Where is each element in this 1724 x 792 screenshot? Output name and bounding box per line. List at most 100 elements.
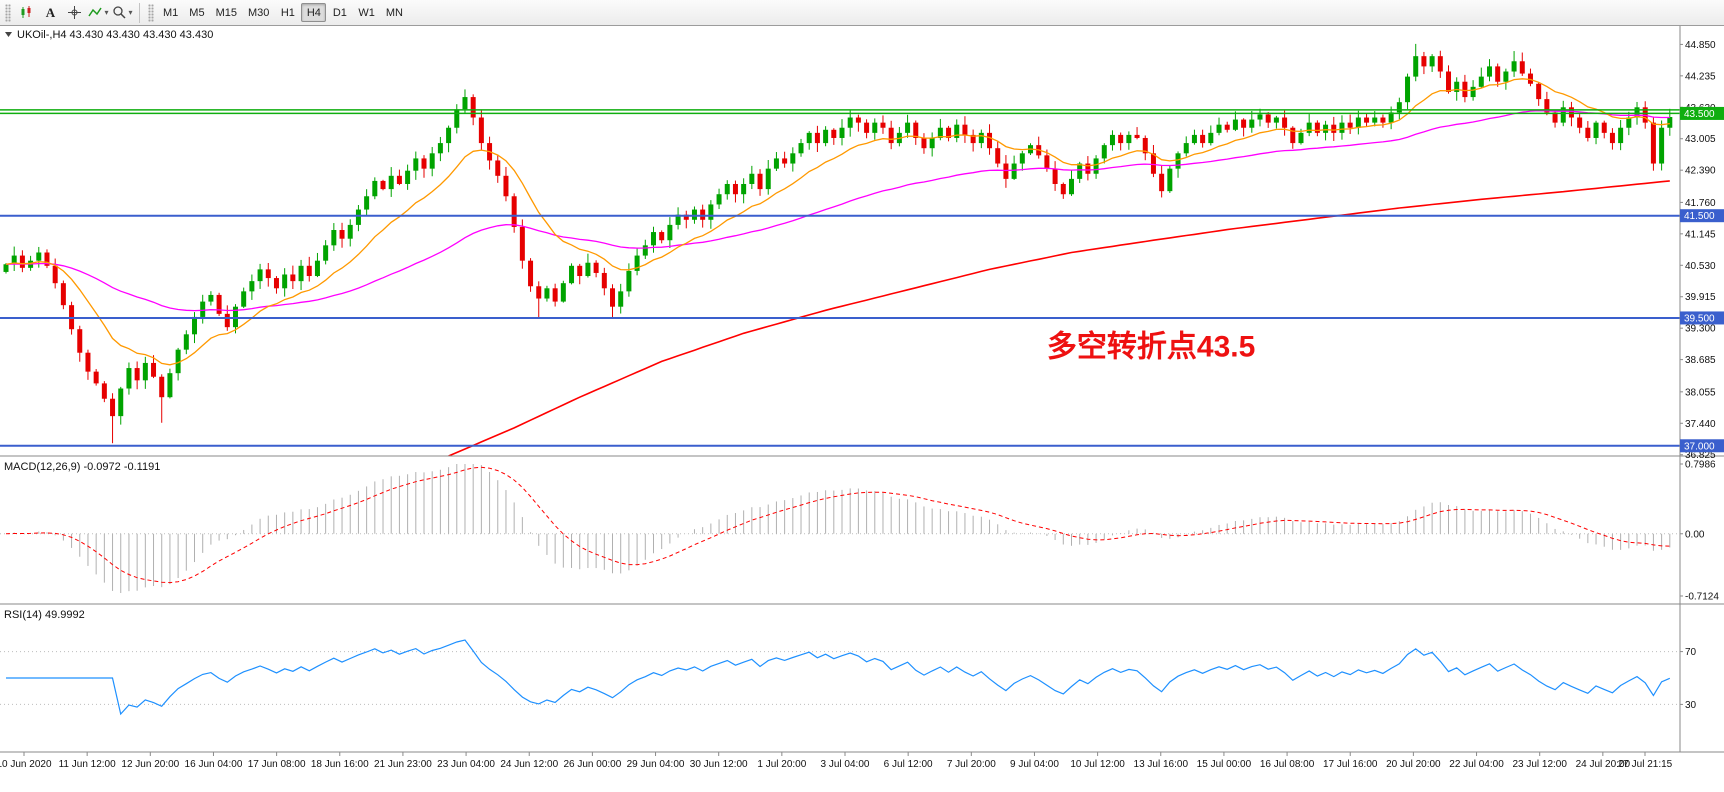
candle-body — [1249, 119, 1255, 128]
candle-body — [167, 373, 173, 398]
toolbar-grip[interactable] — [5, 3, 11, 22]
time-axis[interactable]: 10 Jun 2020 11 Jun 12:00 12 Jun 20:00 16 Ju… — [0, 752, 1673, 770]
candle-body — [1560, 107, 1566, 123]
candle-body — [290, 274, 296, 282]
candle-body — [1429, 56, 1435, 67]
candle-body — [413, 158, 419, 171]
candle-body — [208, 294, 214, 302]
candle-body — [1101, 145, 1107, 159]
price-tick-label: 41.760 — [1685, 198, 1716, 209]
candle-body — [1019, 153, 1025, 164]
time-tick-label: 10 Jul 12:00 — [1070, 759, 1125, 770]
candle-body — [569, 265, 575, 284]
candle-body — [782, 158, 788, 164]
candle-body — [831, 129, 837, 138]
candle-body — [642, 245, 648, 256]
price-chart-svg[interactable]: 多空转折点43.5 UKOil-,H4 43.430 43.430 43.430 … — [0, 26, 1724, 792]
candle-body — [1241, 119, 1247, 128]
quote-expander-icon[interactable] — [5, 32, 12, 37]
timeframe-m30[interactable]: M30 — [243, 3, 274, 22]
candle-body — [1544, 99, 1550, 113]
macd-tick-label: 0.00 — [1685, 529, 1705, 540]
timeframe-toolbar-grip[interactable] — [148, 3, 154, 22]
candle-body — [1495, 66, 1501, 82]
zoom-button[interactable]: ▾ — [111, 2, 134, 23]
crosshair-tool-button[interactable] — [63, 2, 86, 23]
price-tick-label: 38.055 — [1685, 387, 1716, 398]
time-tick-label: 1 Jul 20:00 — [757, 759, 806, 770]
candle-body — [626, 270, 632, 292]
timeframe-mn[interactable]: MN — [381, 3, 408, 22]
candle-body — [1659, 127, 1665, 164]
candle-body — [1486, 66, 1492, 77]
time-tick-label: 16 Jun 04:00 — [185, 759, 243, 770]
candle-body — [839, 127, 845, 138]
candle-body — [331, 230, 337, 246]
candle-body — [405, 170, 411, 184]
chart-type-button[interactable] — [15, 2, 38, 23]
time-tick-label: 29 Jun 04:00 — [627, 759, 685, 770]
time-tick-label: 21 Jun 23:00 — [374, 759, 432, 770]
candle-body — [683, 214, 689, 220]
symbol-quote-label: UKOil-,H4 43.430 43.430 43.430 43.430 — [17, 29, 213, 41]
price-line-badge-label: 43.500 — [1684, 109, 1715, 120]
candle-body — [691, 209, 697, 220]
candle-body — [519, 226, 525, 261]
candle-body — [1609, 132, 1615, 144]
candle-body — [1552, 112, 1558, 123]
candle-body — [823, 129, 829, 144]
candle-body — [732, 183, 738, 195]
candle-body — [388, 175, 394, 190]
candle-body — [1470, 86, 1476, 98]
indicators-button[interactable]: ▾ — [87, 2, 110, 23]
candle-body — [528, 260, 534, 287]
timeframe-m15[interactable]: M15 — [211, 3, 242, 22]
candle-body — [1626, 117, 1632, 128]
macd-tick-label: 0.7986 — [1685, 460, 1716, 471]
candle-body — [126, 368, 132, 389]
time-tick-label: 26 Jun 00:00 — [563, 759, 621, 770]
candle-body — [1462, 81, 1468, 98]
candle-body — [1446, 71, 1452, 92]
time-tick-label: 24 Jun 12:00 — [500, 759, 558, 770]
candle-body — [1126, 134, 1132, 144]
candle-body — [1405, 76, 1411, 103]
candle-body — [798, 143, 804, 154]
candle-body — [1339, 122, 1345, 133]
candle-body — [339, 230, 345, 239]
candle-body — [134, 368, 140, 381]
price-axis[interactable]: 44.85044.23543.62043.00542.39041.76041.1… — [1680, 40, 1724, 711]
candle-body — [1478, 76, 1484, 87]
candle-body — [1618, 127, 1624, 144]
candle-body — [142, 362, 148, 381]
text-label-tool-button[interactable]: A — [39, 2, 62, 23]
timeframe-h4[interactable]: H4 — [301, 3, 327, 22]
candle-body — [478, 117, 484, 144]
time-tick-label: 3 Jul 04:00 — [821, 759, 870, 770]
candle-body — [1175, 153, 1181, 169]
candle-body — [1503, 71, 1509, 82]
candle-body — [323, 245, 329, 261]
chart-area[interactable]: 多空转折点43.5 UKOil-,H4 43.430 43.430 43.430 … — [0, 26, 1724, 792]
timeframe-h1[interactable]: H1 — [275, 3, 300, 22]
candle-body — [659, 232, 665, 241]
candle-body — [1347, 122, 1353, 128]
timeframe-w1[interactable]: W1 — [353, 3, 380, 22]
candle-body — [355, 209, 361, 225]
candle-body — [1601, 122, 1607, 133]
candle-body — [1282, 117, 1288, 128]
time-tick-label: 23 Jul 12:00 — [1512, 759, 1567, 770]
candle-body — [1437, 56, 1443, 72]
candle-body — [298, 265, 304, 282]
candle-body — [929, 137, 935, 149]
candle-body — [765, 168, 771, 190]
timeframe-d1[interactable]: D1 — [327, 3, 352, 22]
timeframe-m1[interactable]: M1 — [158, 3, 183, 22]
candle-body — [1290, 127, 1296, 144]
time-tick-label: 16 Jul 08:00 — [1260, 759, 1315, 770]
rsi-label: RSI(14) 49.9992 — [4, 609, 85, 621]
candle-body — [610, 288, 616, 307]
candle-body — [44, 252, 50, 266]
timeframe-m5[interactable]: M5 — [184, 3, 209, 22]
